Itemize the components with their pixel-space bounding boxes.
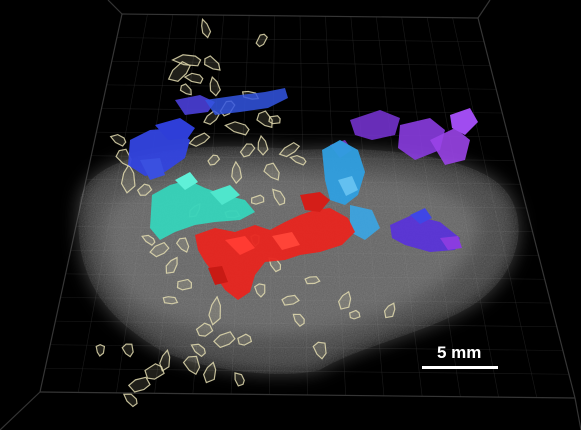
outlined-structure (159, 348, 171, 372)
outlined-structure (195, 322, 214, 337)
scale-bar: 5 mm (422, 343, 498, 369)
outlined-structure (237, 333, 253, 346)
outlined-structure (253, 283, 266, 298)
outlined-structure (209, 76, 221, 97)
outlined-structure (208, 295, 221, 326)
segment-blue (128, 88, 288, 180)
outlined-structure (136, 183, 153, 196)
outlined-structure (183, 72, 204, 84)
outlined-structure (292, 313, 305, 327)
outlined-structure (312, 341, 327, 360)
box-edge (121, 13, 479, 19)
outlined-structure (162, 296, 179, 305)
outlined-structure (213, 331, 236, 349)
outlined-structure (224, 121, 250, 136)
outlined-structure (250, 194, 265, 205)
outlined-structure (179, 83, 192, 96)
outlined-structure (176, 278, 193, 291)
outlined-structure (144, 363, 165, 380)
outlined-structure (239, 143, 256, 158)
outlined-structure (202, 361, 217, 384)
outlined-structure (182, 355, 201, 376)
grid-line (116, 37, 485, 43)
outlined-structure (149, 241, 170, 258)
outlined-structure (337, 290, 352, 310)
box-edge (39, 391, 576, 399)
grid-line (101, 108, 503, 114)
outlined-structure (201, 18, 212, 39)
box-edge (107, 0, 123, 15)
outlined-structure (289, 154, 307, 166)
box-edge (477, 0, 491, 19)
segment-violet (390, 208, 462, 252)
segment-light-blue (322, 140, 380, 240)
grid-line (111, 60, 491, 66)
outlined-structure (122, 393, 138, 408)
outlined-structure (349, 309, 361, 320)
box-edge (477, 17, 576, 399)
outlined-structure (278, 141, 301, 158)
outlined-structure (304, 276, 321, 285)
outlined-structure (141, 234, 156, 246)
box-edge (574, 397, 581, 430)
outlined-structure (231, 160, 243, 185)
outlined-structure (271, 188, 286, 206)
outlined-structure (95, 344, 106, 357)
outlined-structure (281, 294, 300, 306)
outlined-structure (204, 55, 221, 71)
segment-teal (150, 172, 255, 240)
segment-red (195, 192, 355, 300)
outlined-structure (188, 132, 211, 147)
outlined-structure (268, 115, 281, 125)
scale-bar-line (422, 366, 498, 369)
outlined-structure (121, 343, 134, 358)
box-edge (0, 391, 41, 430)
outlined-structure (175, 237, 190, 253)
outlined-structure (256, 110, 273, 129)
outlined-structure (127, 376, 151, 393)
outlined-structure (255, 33, 268, 48)
outlined-structure (234, 372, 245, 387)
outlined-structure (167, 60, 191, 82)
outlined-structure (190, 343, 206, 358)
outlined-structure (263, 162, 280, 181)
scale-bar-label: 5 mm (437, 343, 481, 362)
outlined-structure (383, 302, 396, 319)
grid-line (106, 84, 497, 90)
outlined-structure (257, 134, 269, 156)
outlined-structures (95, 18, 396, 408)
outlined-structure (109, 133, 127, 147)
outlined-structure (171, 54, 202, 67)
outlined-structure (207, 154, 221, 166)
outlined-structure (165, 256, 178, 274)
